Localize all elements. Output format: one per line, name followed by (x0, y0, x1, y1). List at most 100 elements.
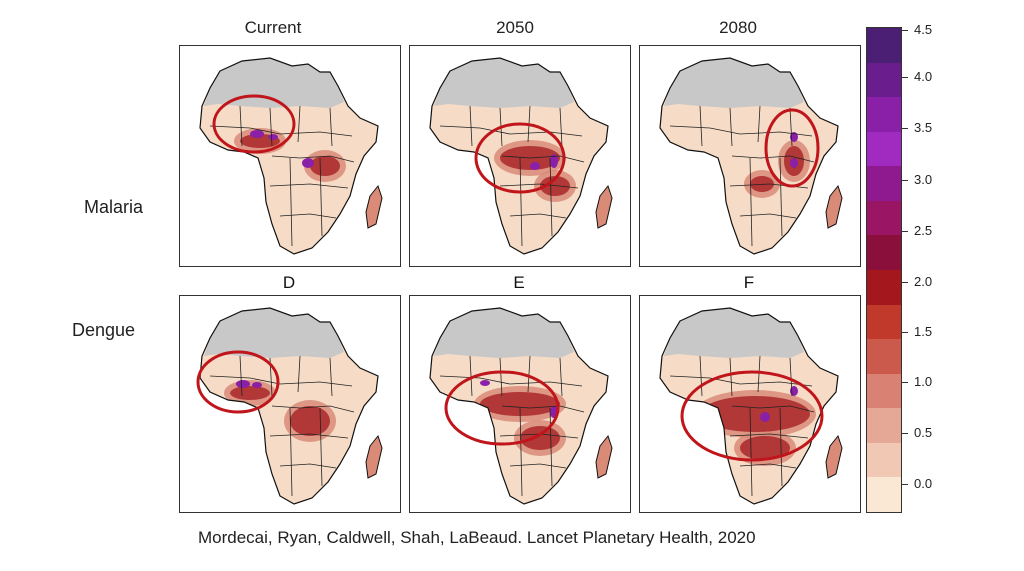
country-border (519, 407, 523, 497)
country-border (699, 355, 703, 397)
country-border (319, 407, 323, 487)
africa-outline (199, 307, 379, 505)
country-border (329, 107, 333, 147)
highlight-circle (680, 370, 824, 462)
country-border (439, 375, 583, 387)
country-border (757, 105, 761, 143)
country-border (559, 357, 563, 397)
color-scale-swatch (867, 442, 901, 478)
country-border (559, 107, 563, 147)
country-border (289, 157, 293, 247)
country-border (271, 405, 355, 413)
suitability-high-area (540, 176, 570, 196)
country-border (279, 463, 337, 469)
suitability-hotspot (236, 380, 250, 388)
color-scale-bar (866, 27, 902, 513)
africa-outline (429, 57, 609, 255)
color-scale-tick-mark (902, 282, 908, 283)
africa-landmass (200, 308, 378, 504)
country-border (469, 355, 473, 397)
country-border (749, 157, 753, 247)
country-border (271, 155, 355, 163)
color-scale-tick-mark (902, 30, 908, 31)
color-scale-tick-label: 2.0 (914, 274, 933, 289)
country-border (519, 157, 523, 247)
color-scale-tick-label: 1.5 (914, 324, 933, 339)
highlight-circle (474, 122, 566, 194)
unsuitable-region (664, 58, 804, 108)
map-dengue-2050 (409, 295, 631, 513)
column-header-current: Current (244, 18, 302, 37)
suitability-high-area (740, 436, 790, 460)
madagascar (595, 434, 613, 479)
color-scale-tick-mark (902, 77, 908, 78)
country-border (549, 407, 553, 487)
country-border (527, 355, 531, 393)
color-scale-swatch (867, 339, 901, 374)
country-border (779, 407, 783, 487)
country-border (319, 157, 323, 237)
color-scale-tick-label: 3.0 (914, 172, 933, 187)
highlight-circle (444, 370, 560, 446)
suitability-hotspot (250, 130, 264, 138)
panel-letter-e: E (513, 273, 525, 292)
country-border (757, 355, 761, 393)
highlight-circle (764, 108, 820, 188)
country-border (729, 433, 809, 439)
suitability-hotspot (530, 162, 540, 170)
country-border (469, 105, 473, 147)
color-scale-swatch (867, 62, 901, 98)
suitability-high-area (480, 392, 560, 416)
country-border (269, 107, 273, 147)
country-border (269, 183, 349, 189)
color-scale-tick-mark (902, 484, 908, 485)
country-border (789, 107, 793, 147)
column-header-2080: 2080 (719, 18, 757, 37)
color-scale-swatch (867, 269, 901, 305)
color-scale-swatch (867, 166, 901, 201)
country-border (499, 357, 503, 397)
row-label-malaria: Malaria (84, 197, 144, 217)
country-border (239, 105, 243, 147)
suitability-high-area (290, 406, 330, 436)
color-scale-swatch (867, 235, 901, 270)
suitability-hotspot (760, 412, 770, 422)
africa-outline (429, 307, 609, 505)
citation-caption: Mordecai, Ryan, Caldwell, Shah, LaBeaud.… (198, 528, 756, 547)
country-border (749, 407, 753, 497)
unsuitable-region (204, 308, 344, 358)
country-border (289, 407, 293, 497)
africa-outline (199, 57, 379, 255)
country-border (297, 355, 301, 393)
africa-landmass (200, 58, 378, 254)
country-border (739, 463, 797, 469)
panel-letter-d: D (282, 273, 296, 292)
country-border (509, 213, 567, 219)
color-scale-tick-label: 2.5 (914, 223, 933, 238)
country-border (279, 213, 337, 219)
color-scale-tick-label: 4.0 (914, 69, 933, 84)
map-malaria-2050 (409, 45, 631, 267)
map-dengue-2080 (639, 295, 861, 513)
unsuitable-region (204, 58, 344, 108)
country-border (297, 105, 301, 143)
madagascar (365, 434, 383, 479)
suitability-high-area (520, 426, 560, 450)
country-border (209, 375, 353, 387)
country-border (329, 357, 333, 397)
color-scale-swatch (867, 373, 901, 409)
color-scale-swatch (867, 28, 901, 63)
row-label-dengue: Dengue (72, 320, 136, 340)
panel-letter-f: F (743, 273, 755, 292)
country-border (509, 463, 567, 469)
country-border (501, 405, 585, 413)
unsuitable-region (434, 308, 574, 358)
color-scale-tick-label: 4.5 (914, 22, 933, 37)
color-scale-swatch (867, 304, 901, 340)
highlight-circle (196, 350, 280, 414)
madagascar (365, 184, 383, 229)
suitability-hotspot (550, 154, 558, 168)
map-malaria-2080 (639, 45, 861, 267)
country-border (779, 157, 783, 237)
country-border (789, 357, 793, 397)
